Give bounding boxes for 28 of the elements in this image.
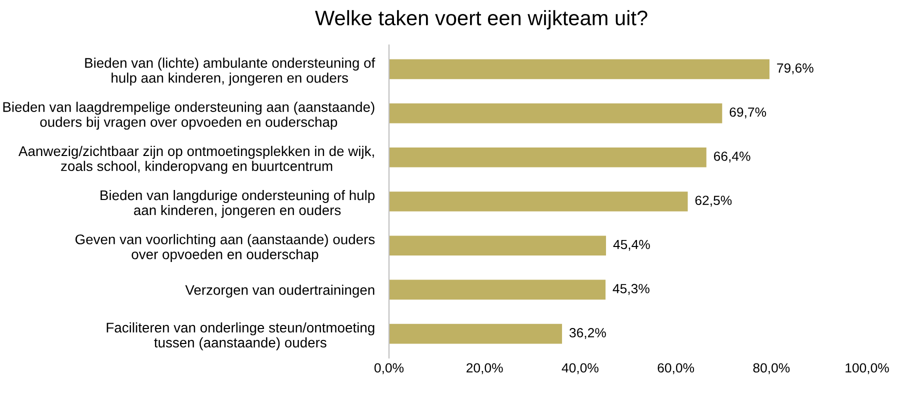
- x-tick-label: 100,0%: [846, 363, 889, 374]
- bar: [389, 324, 562, 344]
- bar: [389, 59, 770, 80]
- y-tick-label: Bieden van langdurige ondersteuning of hulp aan kinderen, jongeren en ouders: [100, 190, 375, 218]
- data-label: 79,6%: [777, 63, 814, 74]
- chart-title: Welke taken voert een wijkteam uit?: [315, 10, 648, 30]
- x-tick-label: 20,0%: [466, 363, 503, 374]
- data-label: 69,7%: [730, 107, 766, 118]
- data-label: 45,3%: [612, 284, 650, 295]
- x-tick-label: 60,0%: [658, 363, 694, 374]
- bar: [389, 147, 706, 168]
- bar: [389, 236, 606, 256]
- data-label: 62,5%: [695, 196, 732, 207]
- bar: [389, 192, 688, 212]
- bar: [389, 103, 722, 124]
- x-tick-label: 40,0%: [562, 363, 598, 374]
- data-label: 45,4%: [613, 240, 650, 251]
- x-tick-label: 80,0%: [753, 363, 790, 374]
- x-tick-label: 0,0%: [374, 363, 404, 374]
- y-tick-label: Geven van voorlichting aan (aanstaande) ouders over opvoeden en ouderschap: [75, 234, 375, 262]
- bar: [389, 280, 606, 300]
- y-tick-label: Aanwezig/zichtbaar zijn op ontmoetingsplekken in de wijk, zoals school, kinderopvang en buurtcentrum: [18, 146, 374, 174]
- y-tick-label: Verzorgen van oudertrainingen: [185, 284, 374, 298]
- data-label: 66,4%: [714, 152, 750, 162]
- y-tick-label: Faciliteren van onderlinge steun/ontmoeting tussen (aanstaande) ouders: [106, 322, 374, 350]
- y-tick-label: Bieden van laagdrempelige ondersteuning aan (aanstaande) ouders bij vragen over opvoeden en ouderschap: [3, 102, 374, 130]
- data-label: 36,2%: [569, 328, 606, 339]
- y-tick-label: Bieden van (lichte) ambulante ondersteuning of hulp aan kinderen, jongeren en ouders: [85, 58, 376, 86]
